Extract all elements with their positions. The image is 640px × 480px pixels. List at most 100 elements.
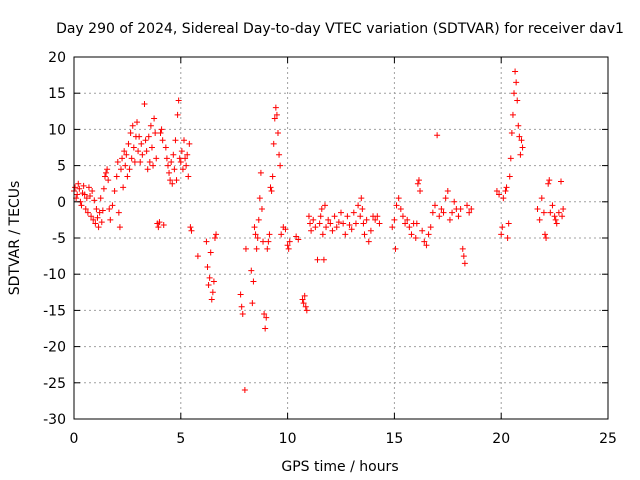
data-point <box>305 213 312 220</box>
data-point <box>365 238 372 245</box>
data-point <box>459 245 466 252</box>
data-point <box>350 209 357 216</box>
data-point <box>335 219 342 226</box>
data-point <box>88 213 95 220</box>
data-point <box>87 193 94 200</box>
data-point <box>91 197 98 204</box>
data-point <box>203 238 210 245</box>
data-point <box>503 184 510 191</box>
y-tick-label: -20 <box>43 340 66 356</box>
data-point <box>74 191 81 198</box>
data-point <box>114 158 121 165</box>
data-point <box>500 195 507 202</box>
data-point <box>93 206 100 213</box>
data-point <box>496 191 503 198</box>
data-point <box>429 209 436 216</box>
data-point <box>206 274 213 281</box>
data-point <box>319 231 326 238</box>
data-point <box>402 220 409 227</box>
data-point <box>157 130 164 137</box>
data-point <box>250 278 257 285</box>
data-point <box>359 206 366 213</box>
data-point <box>209 289 216 296</box>
data-point <box>546 177 553 184</box>
data-point <box>128 155 135 162</box>
data-point <box>440 209 447 216</box>
data-point <box>434 132 441 139</box>
data-point <box>107 216 114 223</box>
data-point <box>166 169 173 176</box>
data-point <box>299 296 306 303</box>
data-point <box>274 130 281 137</box>
data-point <box>153 155 160 162</box>
data-point <box>545 180 552 187</box>
data-point <box>534 206 541 213</box>
y-tick-label: 5 <box>57 159 66 175</box>
data-point <box>504 235 511 241</box>
data-point <box>187 224 194 231</box>
data-point <box>85 184 92 191</box>
data-point <box>186 140 193 147</box>
data-point <box>272 104 279 111</box>
data-point <box>516 133 523 140</box>
data-point <box>242 245 249 252</box>
data-point <box>122 162 129 169</box>
data-point <box>399 213 406 220</box>
data-point <box>257 169 264 176</box>
data-point <box>323 224 330 231</box>
data-point <box>141 101 148 108</box>
data-point <box>136 133 143 140</box>
data-point <box>518 137 525 144</box>
data-point <box>173 177 180 184</box>
data-point <box>80 182 87 189</box>
y-tick-label: 15 <box>48 86 66 102</box>
data-point <box>205 282 212 289</box>
data-point <box>90 216 97 223</box>
x-tick-label: 10 <box>279 431 297 447</box>
data-point <box>502 187 509 194</box>
data-point <box>431 202 438 209</box>
y-tick-label: -30 <box>43 412 66 428</box>
y-axis-title: SDTVAR / TECUs <box>7 181 23 296</box>
data-point <box>436 213 443 220</box>
data-points <box>71 68 567 394</box>
data-point <box>325 216 332 223</box>
data-point <box>397 206 404 213</box>
data-point <box>553 220 560 227</box>
data-point <box>258 206 265 213</box>
data-point <box>312 224 319 231</box>
data-point <box>260 238 267 245</box>
data-point <box>120 184 127 191</box>
data-point <box>123 151 130 158</box>
data-point <box>270 140 277 147</box>
data-point <box>301 292 308 299</box>
data-point <box>170 151 177 158</box>
data-point <box>96 209 103 216</box>
data-point <box>316 220 323 227</box>
data-point <box>519 144 526 151</box>
y-tick-label: -25 <box>43 376 66 392</box>
data-point <box>175 97 182 104</box>
data-point <box>131 158 138 165</box>
data-point <box>560 206 567 213</box>
data-point <box>184 151 191 158</box>
data-point <box>552 216 559 223</box>
data-point <box>320 256 327 263</box>
data-point <box>310 216 317 223</box>
data-point <box>255 216 262 223</box>
data-point <box>506 173 513 180</box>
data-point <box>446 216 453 223</box>
data-point <box>361 231 368 238</box>
data-point <box>181 137 188 144</box>
data-point <box>89 187 96 194</box>
data-point <box>536 216 543 223</box>
data-point <box>252 231 259 238</box>
data-point <box>457 206 464 213</box>
data-point <box>295 236 302 243</box>
data-point <box>541 231 548 238</box>
data-point <box>162 144 169 151</box>
data-point <box>103 169 110 176</box>
data-point <box>179 166 186 173</box>
data-point <box>158 126 165 133</box>
data-point <box>239 311 246 318</box>
